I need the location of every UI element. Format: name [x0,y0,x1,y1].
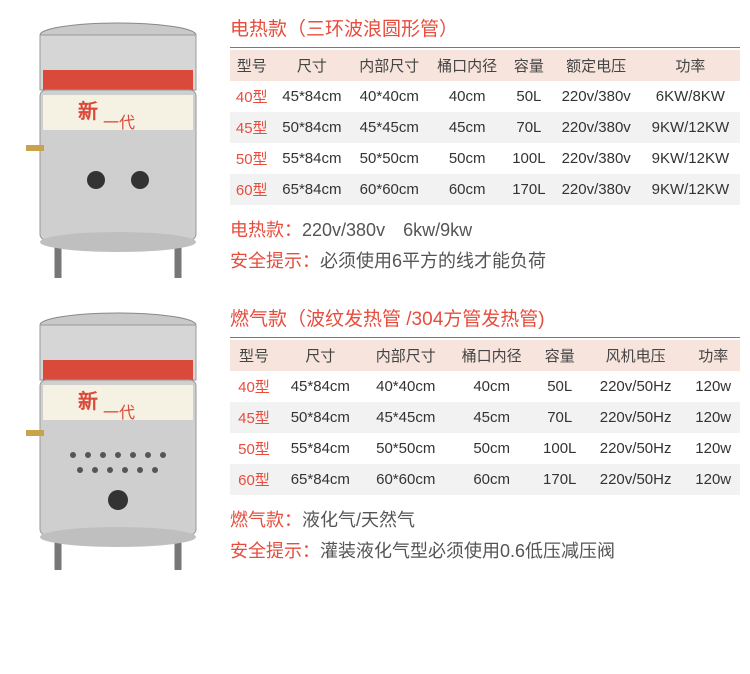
table-row: 45型 50*84cm 45*45cm 45cm 70L 220v/50Hz 1… [230,402,740,433]
col-diameter: 桶口内径 [449,340,535,371]
col-model: 型号 [230,340,278,371]
note-safety-label: 安全提示： [230,251,320,271]
svg-text:新: 新 [78,389,98,413]
col-power: 功率 [686,340,740,371]
note-safety-label: 安全提示： [230,541,320,561]
table-row: 60型 65*84cm 60*60cm 60cm 170L 220v/50Hz … [230,464,740,495]
col-inner: 内部尺寸 [350,50,428,81]
col-voltage: 额定电压 [552,50,641,81]
col-capacity: 容量 [535,340,585,371]
note-type-label: 燃气款： [230,510,302,530]
table-row: 40型 45*84cm 40*40cm 40cm 50L 220v/50Hz 1… [230,371,740,402]
note-type-value: 液化气/天然气 [302,510,415,530]
spec-table-electric: 型号 尺寸 内部尺寸 桶口内径 容量 额定电压 功率 40型 45*84cm 4… [230,50,740,205]
section-electric: 新 一代 电热款（三环波浪圆形管） 型号 尺寸 内部尺寸 桶口内径 容量 额定电… [0,0,750,290]
note-safety-value: 必须使用6平方的线才能负荷 [320,251,546,271]
table-row: 50型 55*84cm 50*50cm 50cm 100L 220v/50Hz … [230,433,740,464]
col-capacity: 容量 [506,50,551,81]
title-electric: 电热款（三环波浪圆形管） [230,10,740,48]
col-inner: 内部尺寸 [363,340,449,371]
col-size: 尺寸 [278,340,363,371]
col-size: 尺寸 [273,50,350,81]
svg-text:新: 新 [78,99,98,123]
section-gas: 新 一代 燃气款（波纹发热管 /304方管发热管) 型号 尺寸 内部尺寸 桶口内… [0,290,750,580]
note-gas: 燃气款：液化气/天然气 安全提示：灌装液化气型必须使用0.6低压减压阀 [230,505,740,566]
product-image-gas: 新 一代 [10,300,225,580]
note-electric: 电热款：220v/380v 6kw/9kw 安全提示：必须使用6平方的线才能负荷 [230,215,740,276]
svg-text:一代: 一代 [103,114,135,132]
col-power: 功率 [641,50,740,81]
svg-text:一代: 一代 [103,404,135,422]
col-model: 型号 [230,50,273,81]
content-gas: 燃气款（波纹发热管 /304方管发热管) 型号 尺寸 内部尺寸 桶口内径 容量 … [225,300,740,580]
content-electric: 电热款（三环波浪圆形管） 型号 尺寸 内部尺寸 桶口内径 容量 额定电压 功率 … [225,10,740,290]
table-row: 50型 55*84cm 50*50cm 50cm 100L 220v/380v … [230,143,740,174]
product-image-electric: 新 一代 [10,10,225,290]
note-safety-value: 灌装液化气型必须使用0.6低压减压阀 [320,541,615,561]
spec-table-gas: 型号 尺寸 内部尺寸 桶口内径 容量 风机电压 功率 40型 45*84cm 4… [230,340,740,495]
table-header-row: 型号 尺寸 内部尺寸 桶口内径 容量 风机电压 功率 [230,340,740,371]
cooker-icon: 新 一代 [18,300,218,580]
title-gas: 燃气款（波纹发热管 /304方管发热管) [230,300,740,338]
cooker-icon: 新 一代 [18,10,218,290]
col-diameter: 桶口内径 [428,50,506,81]
col-voltage: 风机电压 [585,340,687,371]
note-type-label: 电热款： [230,220,302,240]
table-row: 45型 50*84cm 45*45cm 45cm 70L 220v/380v 9… [230,112,740,143]
table-row: 40型 45*84cm 40*40cm 40cm 50L 220v/380v 6… [230,81,740,112]
table-header-row: 型号 尺寸 内部尺寸 桶口内径 容量 额定电压 功率 [230,50,740,81]
note-type-value: 220v/380v 6kw/9kw [302,220,472,240]
table-row: 60型 65*84cm 60*60cm 60cm 170L 220v/380v … [230,174,740,205]
